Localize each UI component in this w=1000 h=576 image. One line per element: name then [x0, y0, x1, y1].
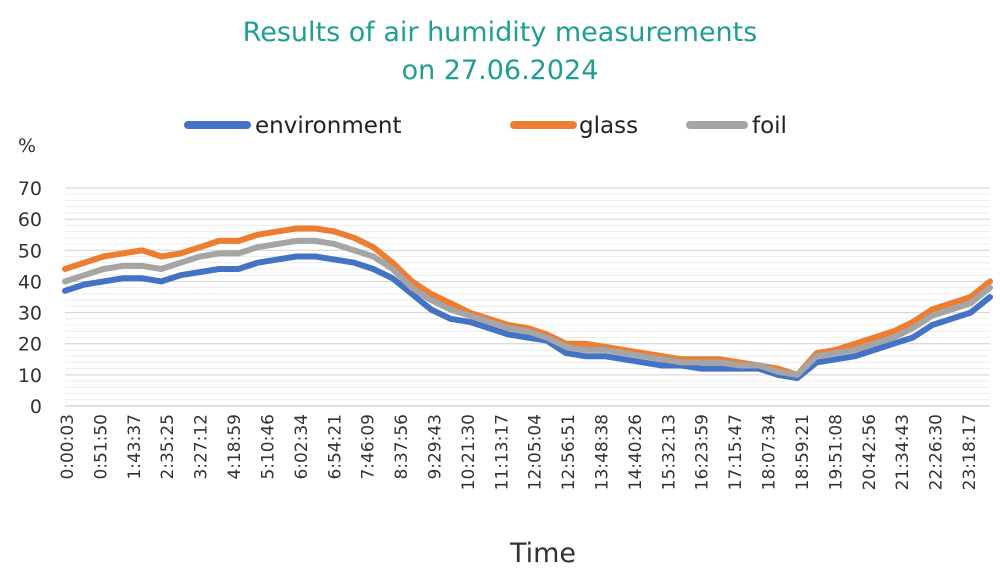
legend-label-environment: environment: [255, 113, 401, 139]
series-line-foil: [62, 237, 993, 378]
x-tick-label: 16:23:59: [693, 414, 713, 490]
x-tick-label: 4:18:59: [225, 414, 245, 480]
x-tick-label: 20:42:56: [860, 414, 880, 490]
x-axis-label: Time: [509, 538, 576, 569]
x-tick-label: 13:48:38: [593, 414, 613, 490]
y-axis-ticks: 0 10 20 30 40 50 60 70: [18, 178, 42, 418]
x-tick-label: 9:29:43: [425, 414, 445, 480]
x-tick-label: 23:18:17: [960, 414, 980, 490]
y-axis-label: %: [18, 135, 36, 157]
x-tick-label: 15:32:13: [659, 414, 679, 490]
x-tick-label: 0:51:50: [91, 414, 111, 480]
x-tick-label: 18:59:21: [793, 414, 813, 490]
y-tick-label: 40: [18, 271, 42, 293]
x-tick-label: 6:02:34: [292, 414, 312, 480]
series-line-environment: [62, 253, 993, 381]
series-line-glass: [62, 225, 993, 378]
legend-label-foil: foil: [752, 113, 787, 139]
x-tick-label: 10:21:30: [459, 414, 479, 490]
series-lines: [62, 225, 993, 381]
chart-title-line-2: on 27.06.2024: [401, 55, 599, 86]
chart-title-line-1: Results of air humidity measurements: [242, 17, 758, 48]
x-tick-label: 19:51:08: [826, 414, 846, 490]
x-tick-label: 12:05:04: [526, 414, 546, 490]
x-tick-label: 18:07:34: [760, 414, 780, 490]
x-tick-label: 5:10:46: [258, 414, 278, 480]
x-tick-label: 0:00:03: [58, 414, 78, 480]
y-tick-label: 70: [18, 178, 42, 200]
x-tick-label: 7:46:09: [359, 414, 379, 480]
y-tick-label: 20: [18, 334, 42, 356]
x-tick-label: 21:34:43: [893, 414, 913, 490]
x-tick-label: 17:15:47: [726, 414, 746, 490]
y-tick-label: 60: [18, 209, 42, 231]
x-tick-label: 22:26:30: [927, 414, 947, 490]
x-tick-label: 2:35:25: [158, 414, 178, 480]
x-tick-label: 6:54:21: [325, 414, 345, 480]
gridlines: [65, 187, 990, 407]
legend: environment glass foil: [184, 113, 787, 139]
x-tick-label: 1:43:37: [125, 414, 145, 480]
y-tick-label: 10: [18, 365, 42, 387]
chart-title: Results of air humidity measurements on …: [0, 14, 1000, 90]
x-tick-label: 12:56:51: [559, 414, 579, 490]
x-tick-label: 8:37:56: [392, 414, 412, 480]
y-tick-label: 30: [18, 303, 42, 325]
legend-label-glass: glass: [579, 113, 638, 139]
y-tick-label: 0: [30, 396, 42, 418]
x-tick-label: 14:40:26: [626, 414, 646, 490]
y-tick-label: 50: [18, 240, 42, 262]
x-axis-ticks: 0:00:03 0:51:50 1:43:37 2:35:25 3:27:12 4:18:…: [58, 414, 980, 490]
x-tick-label: 11:13:17: [492, 414, 512, 490]
x-tick-label: 3:27:12: [192, 414, 212, 480]
